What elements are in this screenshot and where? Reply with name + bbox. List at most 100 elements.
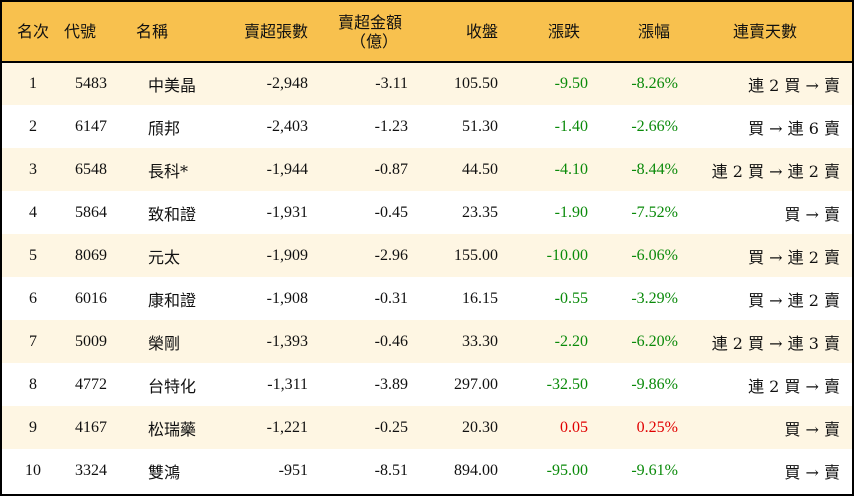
header-amount-label: 賣超金額 [337,12,402,32]
cell-change: 0.05 [498,406,588,449]
cell-name: 長科* [136,148,226,191]
cell-change: -9.50 [498,62,588,105]
cell-change: -95.00 [546,461,588,479]
cell-change-pct: -8.26% [588,62,678,105]
table-row: 7 5009 榮剛 -1,393 -0.46 33.30 -2.20 -6.20% 連 2 買 … [2,320,852,363]
cell-name: 台特化 [148,376,197,396]
cell-consecutive-days: 連 2 買 → 賣 [678,62,852,105]
cell-rank: 10 [25,461,41,479]
cell-change: -4.10 [498,148,588,191]
cell-change: -32.50 [546,375,588,393]
cell-close: 20.30 [408,406,498,449]
cell-consecutive-days: 買 → 連 2 賣 [748,290,840,310]
cell-close: 44.50 [408,148,498,191]
cell-close: 894.00 [454,461,498,479]
header-net-sell-lots: 賣超張數 [226,2,308,63]
header-rank: 名次 [2,2,64,63]
cell-change-pct: -2.66% [631,117,678,135]
cell-consecutive-days: 連 2 買 → 連 3 賣 [678,320,852,363]
table-row: 8 4772 台特化 -1,311 -3.89 297.00 -32.50 -9.86% 連 2… [2,363,852,406]
cell-change-pct: 0.25% [588,406,678,449]
cell-name: 元太 [136,234,226,277]
cell-net-sell-lots: -1,931 [266,203,308,221]
cell-close: 51.30 [462,117,498,135]
cell-rank: 4 [29,203,37,221]
cell-code: 5483 [64,62,136,105]
header-code: 代號 [64,2,136,63]
cell-change-pct: -6.06% [588,234,678,277]
cell-change-pct: -9.86% [631,375,678,393]
table-row: 2 6147 頎邦 -2,403 -1.23 51.30 -1.40 -2.66% 買 → 連 … [2,105,852,148]
cell-code: 6548 [64,148,136,191]
cell-net-sell-amount: -3.89 [374,375,408,393]
cell-code: 3324 [75,461,107,479]
cell-code: 5009 [64,320,136,363]
cell-rank: 9 [2,406,64,449]
cell-net-sell-lots: -1,393 [226,320,308,363]
cell-name: 榮剛 [136,320,226,363]
cell-net-sell-lots: -1,908 [266,289,308,307]
header-net-sell-amount: 賣超金額 （億） [308,2,408,63]
cell-close: 297.00 [454,375,498,393]
cell-consecutive-days: 連 2 買 → 賣 [748,376,840,396]
cell-code: 5864 [75,203,107,221]
cell-change: -2.20 [498,320,588,363]
cell-rank: 7 [2,320,64,363]
table-row: 10 3324 雙鴻 -951 -8.51 894.00 -95.00 -9.61% 買 → 賣 [2,449,852,492]
cell-net-sell-amount: -0.45 [374,203,408,221]
cell-net-sell-amount: -0.87 [308,148,408,191]
cell-close: 23.35 [462,203,498,221]
cell-consecutive-days: 買 → 賣 [784,462,840,482]
table-row: 4 5864 致和證 -1,931 -0.45 23.35 -1.90 -7.52% 買 → 賣 [2,191,852,234]
cell-net-sell-lots: -1,944 [226,148,308,191]
table-row: 3 6548 長科* -1,944 -0.87 44.50 -4.10 -8.44% 連 2 買… [2,148,852,191]
cell-name: 雙鴻 [148,462,181,482]
cell-rank: 3 [2,148,64,191]
cell-change-pct: -8.44% [588,148,678,191]
table-row: 1 5483 中美晶 -2,948 -3.11 105.50 -9.50 -8.26% 連 2 … [2,62,852,105]
cell-name: 松瑞藥 [136,406,226,449]
cell-net-sell-amount: -0.31 [374,289,408,307]
cell-name: 致和證 [148,204,197,224]
cell-close: 105.50 [408,62,498,105]
cell-change-pct: -9.61% [631,461,678,479]
cell-consecutive-days: 買 → 賣 [678,406,852,449]
header-amount-unit: （億） [349,31,398,51]
cell-change-pct: -7.52% [631,203,678,221]
table-row: 6 6016 康和證 -1,908 -0.31 16.15 -0.55 -3.29% 買 → 連… [2,277,852,320]
cell-net-sell-lots: -1,221 [226,406,308,449]
cell-rank: 1 [2,62,64,105]
cell-code: 6016 [75,289,107,307]
cell-rank: 2 [29,117,37,135]
table-row: 9 4167 松瑞藥 -1,221 -0.25 20.30 0.05 0.25% 買 → 賣 [2,406,852,449]
cell-rank: 8 [29,375,37,393]
cell-code: 6147 [75,117,107,135]
cell-net-sell-lots: -951 [278,461,308,479]
cell-name: 中美晶 [136,62,226,105]
cell-net-sell-lots: -1,311 [267,375,308,393]
cell-change: -1.40 [554,117,588,135]
header-close: 收盤 [408,2,498,63]
cell-code: 4167 [64,406,136,449]
cell-net-sell-amount: -0.46 [308,320,408,363]
cell-close: 16.15 [462,289,498,307]
cell-rank: 5 [2,234,64,277]
header-change-pct: 漲幅 [588,2,678,63]
cell-net-sell-amount: -1.23 [374,117,408,135]
cell-change-pct: -6.20% [588,320,678,363]
cell-close: 33.30 [408,320,498,363]
cell-change: -1.90 [554,203,588,221]
cell-change-pct: -3.29% [631,289,678,307]
cell-net-sell-amount: -0.25 [308,406,408,449]
header-change: 漲跌 [498,2,588,63]
cell-consecutive-days: 買 → 連 2 賣 [678,234,852,277]
cell-rank: 6 [29,289,37,307]
cell-net-sell-amount: -8.51 [374,461,408,479]
header-name: 名稱 [136,2,226,63]
cell-consecutive-days: 連 2 買 → 連 2 賣 [678,148,852,191]
cell-net-sell-amount: -3.11 [308,62,408,105]
cell-close: 155.00 [408,234,498,277]
cell-net-sell-amount: -2.96 [308,234,408,277]
